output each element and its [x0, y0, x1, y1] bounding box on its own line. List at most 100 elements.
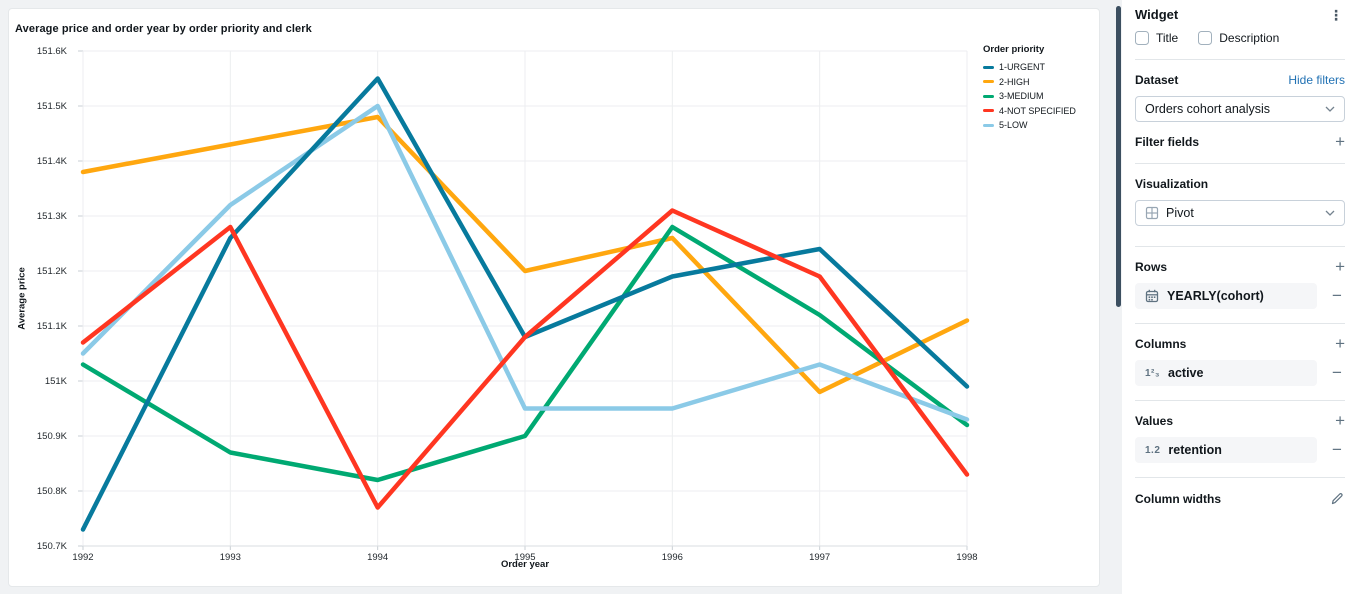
- columns-label: Columns: [1135, 337, 1187, 351]
- panel-resize-handle[interactable]: [1116, 6, 1121, 307]
- pencil-edit-icon[interactable]: [1330, 491, 1345, 506]
- y-tick-label: 151.2K: [36, 265, 67, 277]
- pivot-icon: [1145, 206, 1159, 220]
- column-widths-label: Column widths: [1135, 491, 1221, 506]
- description-checkbox-label: Description: [1219, 31, 1280, 45]
- legend-swatch: [983, 80, 994, 84]
- legend-label: 2-HIGH: [999, 76, 1030, 87]
- decimal-type-icon: 1.2: [1145, 444, 1161, 456]
- panel-title: Widget: [1135, 7, 1179, 22]
- legend-label: 5-LOW: [999, 120, 1028, 131]
- x-tick-label: 1998: [956, 552, 978, 563]
- rows-field-pill[interactable]: YEARLY(cohort): [1135, 283, 1317, 309]
- y-tick-label: 151.6K: [36, 45, 67, 57]
- add-value-field-button[interactable]: +: [1335, 411, 1345, 430]
- remove-columns-field-button[interactable]: −: [1332, 363, 1342, 382]
- panel-header: Widget ⋮: [1135, 0, 1345, 22]
- rows-field-row: YEARLY(cohort) −: [1135, 283, 1345, 309]
- title-checkbox-label: Title: [1156, 31, 1179, 45]
- visualization-select[interactable]: Pivot: [1135, 200, 1345, 226]
- description-checkbox[interactable]: [1198, 31, 1213, 45]
- dataset-label: Dataset: [1135, 73, 1179, 87]
- legend-item-1-urgent[interactable]: 1-URGENT: [983, 60, 1099, 75]
- column-widths-section-header: Column widths: [1135, 491, 1345, 506]
- legend-item-4-not-specified[interactable]: 4-NOT SPECIFIED: [983, 104, 1099, 119]
- visualization-label: Visualization: [1135, 177, 1209, 191]
- rows-field-name: YEARLY(cohort): [1167, 289, 1264, 303]
- legend-title: Order priority: [983, 44, 1045, 55]
- legend-swatch: [983, 109, 994, 113]
- legend-swatch: [983, 65, 994, 69]
- legend-item-5-low[interactable]: 5-LOW: [983, 118, 1099, 133]
- legend-item-2-high[interactable]: 2-HIGH: [983, 75, 1099, 90]
- y-tick-label: 151.5K: [36, 100, 67, 112]
- columns-section-header: Columns +: [1135, 334, 1345, 353]
- add-column-field-button[interactable]: +: [1335, 334, 1345, 353]
- calendar-icon: [1145, 289, 1159, 303]
- x-axis-title: Order year: [500, 559, 550, 570]
- rows-section-header: Rows +: [1135, 257, 1345, 276]
- dataset-section-header: Dataset Hide filters: [1135, 73, 1345, 87]
- filter-fields-label: Filter fields: [1135, 135, 1200, 149]
- columns-field-name: active: [1168, 366, 1204, 380]
- add-filter-field-button[interactable]: +: [1335, 132, 1345, 151]
- chart-legend: Order priority 1-URGENT 2-HIGH 3-MEDIUM 4-N…: [983, 44, 1099, 133]
- values-field-name: retention: [1168, 443, 1222, 457]
- divider: [1135, 323, 1345, 324]
- description-checkbox-wrap[interactable]: Description: [1198, 31, 1279, 45]
- legend-label: 1-URGENT: [999, 62, 1046, 73]
- y-axis-title: Average price: [16, 267, 28, 330]
- kebab-menu-icon[interactable]: ⋮: [1329, 6, 1343, 23]
- values-field-row: 1.2 retention −: [1135, 437, 1345, 463]
- chart-card: Average price and order year by order pr…: [8, 8, 1100, 587]
- series-line-3-medium: [80, 224, 970, 483]
- series-line-5-low: [80, 103, 970, 422]
- legend-swatch: [983, 94, 994, 98]
- y-tick-label: 150.8K: [36, 485, 67, 497]
- hide-filters-link[interactable]: Hide filters: [1288, 73, 1345, 87]
- legend-items: 1-URGENT 2-HIGH 3-MEDIUM 4-NOT SPECIFIED 5-L…: [983, 60, 1099, 133]
- series-line-2-high: [80, 114, 970, 395]
- divider: [1135, 246, 1345, 247]
- divider: [1135, 477, 1345, 478]
- legend-label: 4-NOT SPECIFIED: [999, 105, 1076, 116]
- y-tick-label: 150.9K: [36, 430, 67, 442]
- visualization-section-header: Visualization: [1135, 177, 1345, 191]
- y-tick-label: 151K: [44, 375, 67, 387]
- remove-rows-field-button[interactable]: −: [1332, 286, 1342, 305]
- y-tick-label: 151.1K: [36, 320, 67, 332]
- divider: [1135, 59, 1345, 60]
- x-tick-label: 1992: [72, 552, 94, 563]
- remove-values-field-button[interactable]: −: [1332, 440, 1342, 459]
- rows-label: Rows: [1135, 260, 1168, 274]
- chart-title: Average price and order year by order pr…: [15, 23, 312, 35]
- add-row-field-button[interactable]: +: [1335, 257, 1345, 276]
- title-checkbox[interactable]: [1135, 31, 1149, 45]
- dataset-select[interactable]: Orders cohort analysis: [1135, 96, 1345, 122]
- x-tick-label: 1995: [514, 552, 536, 563]
- divider: [1135, 163, 1345, 164]
- number-type-icon: 1²₃: [1145, 367, 1161, 379]
- legend-item-3-medium[interactable]: 3-MEDIUM: [983, 89, 1099, 104]
- dataset-select-value: Orders cohort analysis: [1145, 102, 1271, 116]
- values-field-pill[interactable]: 1.2 retention: [1135, 437, 1317, 463]
- divider: [1135, 400, 1345, 401]
- widget-config-panel: Widget ⋮ Title Description Dataset Hide …: [1122, 0, 1358, 594]
- legend-label: 3-MEDIUM: [999, 91, 1044, 102]
- filter-fields-section-header: Filter fields +: [1135, 132, 1345, 151]
- x-tick-label: 1993: [219, 552, 241, 563]
- values-label: Values: [1135, 414, 1174, 428]
- widget-options-row: Title Description: [1135, 31, 1345, 45]
- y-tick-label: 150.7K: [36, 540, 67, 552]
- line-chart: [78, 50, 970, 550]
- legend-swatch: [983, 123, 994, 127]
- values-section-header: Values +: [1135, 411, 1345, 430]
- y-tick-label: 151.3K: [36, 210, 67, 222]
- series-line-4-not-specified: [80, 208, 970, 510]
- title-checkbox-wrap[interactable]: Title: [1135, 31, 1178, 45]
- chevron-down-icon: [1325, 210, 1335, 216]
- columns-field-pill[interactable]: 1²₃ active: [1135, 360, 1317, 386]
- x-tick-label: 1996: [661, 552, 683, 563]
- columns-field-row: 1²₃ active −: [1135, 360, 1345, 386]
